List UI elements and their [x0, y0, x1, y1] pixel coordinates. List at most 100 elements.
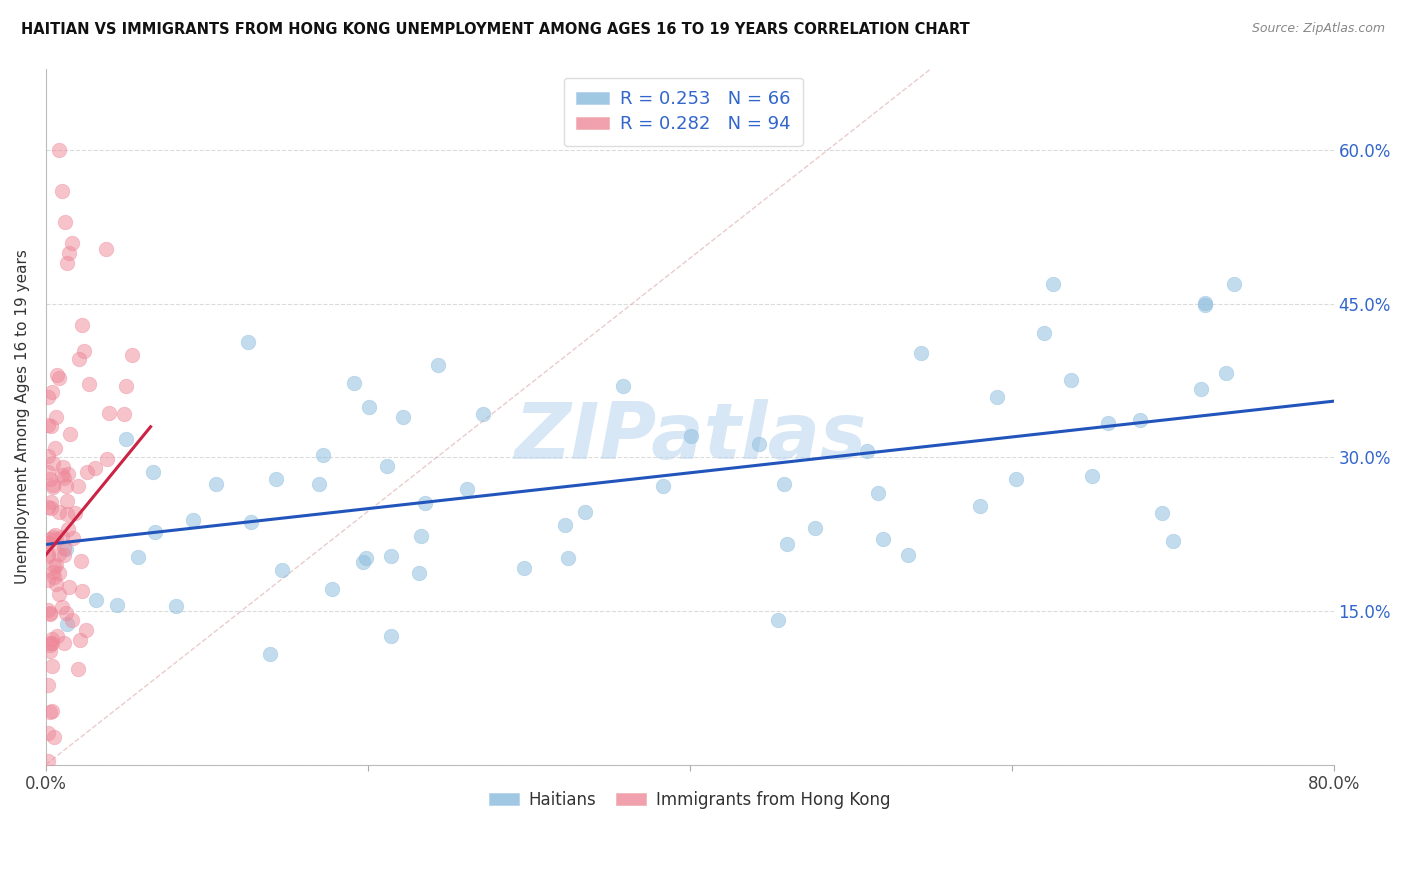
Point: [76, 465, 98, 479]
Point: [55, 607, 77, 621]
Point: [42, 565, 65, 579]
Point: [60, 613, 83, 627]
Text: HAITIAN VS IMMIGRANTS FROM HONG KONG UNEMPLOYMENT AMONG AGES 16 TO 19 YEARS CORR: HAITIAN VS IMMIGRANTS FROM HONG KONG UNE…: [21, 22, 970, 37]
Point: [60, 235, 83, 250]
Point: [38, 638, 60, 652]
Point: [1161, 533, 1184, 548]
Point: [41, 456, 63, 470]
Point: [37, 725, 59, 739]
Point: [986, 390, 1008, 404]
Point: [37, 390, 59, 404]
Point: [39, 533, 62, 547]
Point: [772, 476, 794, 491]
Point: [37, 535, 59, 549]
Point: [45, 410, 67, 425]
Point: [67, 478, 90, 492]
Point: [1189, 382, 1212, 396]
Point: [37, 547, 59, 561]
Point: [45, 577, 67, 591]
Point: [872, 532, 894, 546]
Point: [67, 351, 90, 366]
Point: [39, 418, 62, 433]
Point: [48, 587, 70, 601]
Point: [1129, 412, 1152, 426]
Point: [39, 607, 62, 622]
Point: [121, 348, 143, 362]
Point: [612, 379, 634, 393]
Point: [37, 450, 59, 464]
Point: [456, 483, 478, 497]
Point: [343, 376, 366, 390]
Point: [56, 522, 79, 536]
Point: [413, 496, 436, 510]
Point: [557, 550, 579, 565]
Point: [37, 549, 59, 564]
Point: [236, 334, 259, 349]
Point: [56, 617, 79, 632]
Point: [512, 561, 534, 575]
Point: [51, 467, 73, 482]
Point: [1005, 472, 1028, 486]
Point: [264, 472, 287, 486]
Point: [37, 603, 59, 617]
Point: [48, 144, 70, 158]
Point: [652, 479, 675, 493]
Point: [165, 599, 187, 613]
Point: [354, 550, 377, 565]
Point: [55, 479, 77, 493]
Point: [308, 477, 330, 491]
Point: [55, 507, 77, 521]
Legend: Haitians, Immigrants from Hong Kong: Haitians, Immigrants from Hong Kong: [482, 784, 897, 815]
Point: [51, 599, 73, 614]
Point: [75, 623, 97, 637]
Point: [352, 555, 374, 569]
Point: [1042, 277, 1064, 291]
Point: [48, 505, 70, 519]
Point: [63, 507, 86, 521]
Point: [38, 472, 60, 486]
Point: [321, 582, 343, 597]
Point: [380, 629, 402, 643]
Point: [391, 409, 413, 424]
Point: [554, 518, 576, 533]
Point: [55, 542, 77, 557]
Point: [1059, 373, 1081, 387]
Point: [868, 486, 890, 500]
Point: [48, 547, 70, 561]
Point: [83, 461, 105, 475]
Point: [37, 500, 59, 514]
Point: [46, 368, 69, 383]
Point: [46, 629, 69, 643]
Point: [114, 432, 136, 446]
Point: [42, 480, 65, 494]
Point: [143, 524, 166, 539]
Point: [259, 648, 281, 662]
Point: [1032, 326, 1054, 341]
Point: [856, 444, 879, 458]
Point: [39, 494, 62, 508]
Point: [427, 359, 450, 373]
Point: [51, 185, 73, 199]
Point: [39, 643, 62, 657]
Point: [1215, 366, 1237, 380]
Point: [42, 530, 65, 544]
Point: [181, 513, 204, 527]
Point: [112, 407, 135, 421]
Point: [574, 504, 596, 518]
Point: [96, 451, 118, 466]
Point: [1081, 469, 1104, 483]
Point: [45, 558, 67, 572]
Point: [52, 471, 75, 485]
Point: [748, 436, 770, 450]
Point: [969, 499, 991, 513]
Point: [58, 580, 80, 594]
Point: [679, 429, 702, 443]
Point: [52, 549, 75, 563]
Point: [768, 613, 790, 627]
Point: [408, 566, 430, 581]
Point: [472, 407, 495, 421]
Point: [44, 442, 66, 456]
Point: [1222, 277, 1244, 292]
Point: [77, 377, 100, 392]
Point: [1097, 417, 1119, 431]
